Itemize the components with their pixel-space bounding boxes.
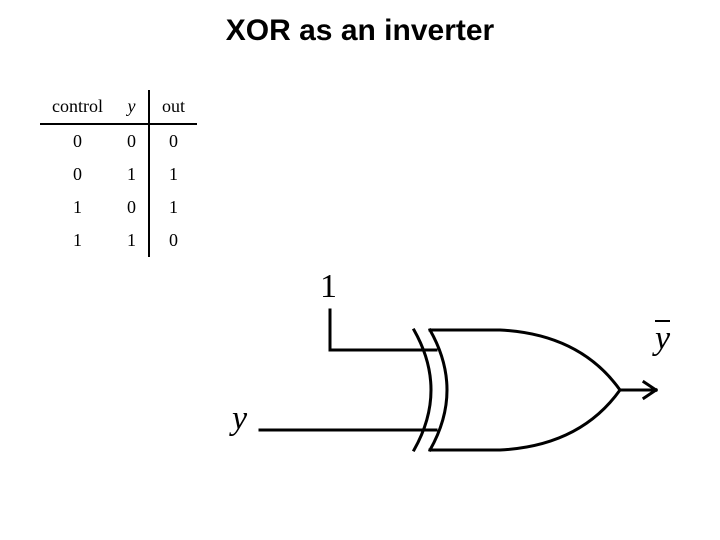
input-label-1: 1 <box>320 268 337 306</box>
table-row: 0 0 0 <box>40 124 197 158</box>
col-control: control <box>40 90 115 124</box>
xor-body-top <box>430 330 620 390</box>
page-title: XOR as an inverter <box>0 14 720 48</box>
col-y: y <box>115 90 149 124</box>
xor-back-curve <box>414 330 431 450</box>
xor-gate-svg <box>200 260 700 500</box>
table-row: 1 1 0 <box>40 224 197 257</box>
xor-body-back <box>430 330 447 450</box>
col-out: out <box>149 90 197 124</box>
table-row: 1 0 1 <box>40 191 197 224</box>
table-header-row: control y out <box>40 90 197 124</box>
output-label-ybar: y <box>655 320 670 358</box>
input-label-y: y <box>232 400 247 438</box>
table-row: 0 1 1 <box>40 158 197 191</box>
xor-gate-diagram: 1 y y <box>200 260 700 500</box>
truth-table: control y out 0 0 0 0 1 1 1 0 1 1 <box>40 90 197 257</box>
xor-body-bottom <box>430 390 620 450</box>
